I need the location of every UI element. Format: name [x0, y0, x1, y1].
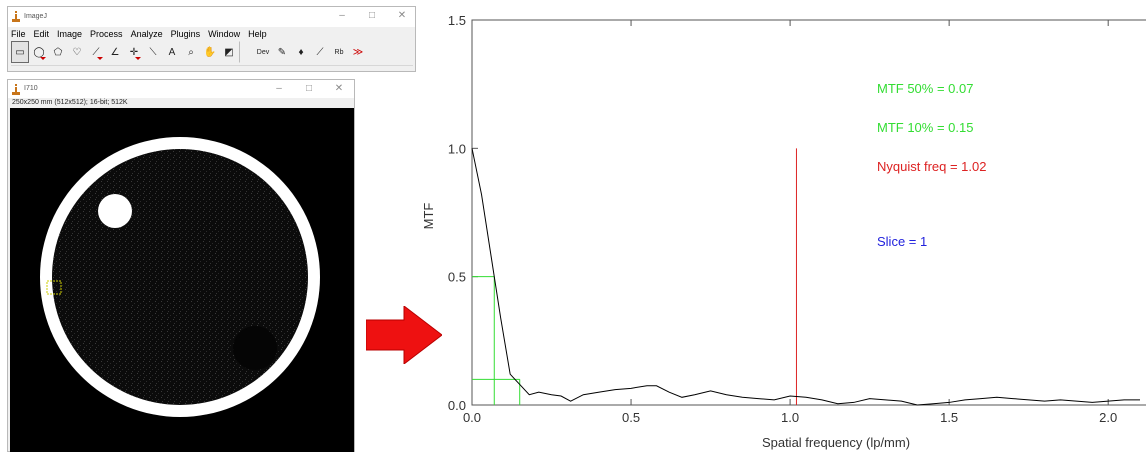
menu-file[interactable]: File	[11, 29, 26, 39]
annotation-mtf10: MTF 10% = 0.15	[877, 120, 973, 135]
arrow-right-icon	[366, 306, 442, 364]
y-tick-label: 1.5	[448, 13, 466, 28]
menu-image[interactable]: Image	[57, 29, 83, 39]
phantom-insert-bright	[98, 194, 132, 228]
dropdown-indicator-icon	[97, 57, 103, 60]
menu-process[interactable]: Process	[90, 29, 123, 39]
menu-help[interactable]: Help	[248, 29, 267, 39]
dropdown-indicator-icon	[40, 57, 46, 60]
imagej-logo-icon	[12, 84, 20, 95]
menu-analyze[interactable]: Analyze	[130, 29, 163, 39]
minimize-button[interactable]: –	[339, 10, 345, 21]
imagej-titlebar: ImageJ – □ ✕	[8, 7, 415, 27]
x-tick-label: 0.5	[622, 410, 640, 425]
menu-plugins[interactable]: Plugins	[170, 29, 201, 39]
oval-select-icon[interactable]: ◯	[30, 41, 48, 63]
maximize-button[interactable]: □	[368, 10, 376, 21]
plot-area	[471, 19, 1146, 406]
angle-tool-icon[interactable]: ∠	[110, 46, 120, 58]
freehand-select-icon[interactable]: ♡	[72, 46, 82, 58]
chart-xlabel: Spatial frequency (lp/mm)	[762, 435, 910, 450]
point-tool-icon[interactable]: ✛	[125, 41, 143, 63]
annotation-nyquist: Nyquist freq = 1.02	[877, 159, 986, 174]
menubar: File Edit Image Process Analyze Plugins …	[8, 28, 415, 40]
dropdown-indicator-icon	[135, 57, 141, 60]
image-window-title: I710	[24, 85, 38, 92]
phantom-insert-dark	[233, 326, 277, 370]
phantom-interior	[52, 149, 308, 405]
image-canvas[interactable]	[10, 108, 354, 452]
imagej-title: ImageJ	[24, 13, 47, 20]
lut-menu-icon[interactable]: Rb	[334, 48, 344, 56]
hand-scroll-icon[interactable]: ✋	[203, 46, 217, 58]
x-tick-label: 1.5	[940, 410, 958, 425]
x-tick-label: 0.0	[463, 410, 481, 425]
minimize-button[interactable]: –	[276, 83, 282, 94]
roi-box[interactable]	[46, 280, 62, 295]
toolbar-separator	[239, 41, 253, 63]
menu-window[interactable]: Window	[208, 29, 241, 39]
annotation-mtf50: MTF 50% = 0.07	[877, 81, 973, 96]
status-bar	[11, 65, 413, 71]
y-tick-label: 1.0	[448, 141, 466, 156]
wand-tool-icon[interactable]: ⟍	[149, 46, 157, 58]
image-window-titlebar: I710 – □ ✕	[8, 80, 354, 98]
more-tools-icon[interactable]: ≫	[352, 46, 364, 58]
chart-ylabel: MTF	[421, 203, 436, 230]
image-window: I710 – □ ✕ 250x250 mm (512x512); 16-bit;…	[7, 79, 355, 452]
toolbar: ▭ ◯ ⬠ ♡ ⟋ ∠ ✛ ⟍ A ⌕ ✋ ◩ Dev ✎ ♦ ⟋ Rb ≫	[11, 41, 367, 65]
imagej-logo-icon	[12, 11, 20, 22]
x-tick-label: 1.0	[781, 410, 799, 425]
close-button[interactable]: ✕	[397, 10, 407, 21]
text-tool-icon[interactable]: A	[168, 46, 176, 58]
rectangle-select-icon[interactable]: ▭	[11, 41, 29, 63]
image-info: 250x250 mm (512x512); 16-bit; 512K	[12, 99, 128, 106]
line-tool-icon[interactable]: ⟋	[87, 41, 105, 63]
y-tick-label: 0.0	[448, 398, 466, 413]
x-tick-label: 2.0	[1099, 410, 1117, 425]
y-tick-label: 0.5	[448, 270, 466, 285]
flood-fill-icon[interactable]: ♦	[298, 46, 304, 58]
pencil-icon[interactable]: ⟋	[316, 46, 324, 58]
mtf-curve	[471, 148, 1140, 406]
developer-menu-icon[interactable]: Dev	[256, 48, 270, 56]
maximize-button[interactable]: □	[305, 83, 313, 94]
polygon-select-icon[interactable]: ⬠	[53, 46, 63, 58]
annotation-slice: Slice = 1	[877, 234, 927, 249]
imagej-main-window: ImageJ – □ ✕ File Edit Image Process Ana…	[7, 6, 416, 72]
brush-icon[interactable]: ✎	[277, 46, 287, 58]
mtf-chart: 0.0 0.5 1.0 1.5 2.0 0.0 0.5 1.0 1.5 Spatial freq…	[421, 13, 1146, 450]
ct-phantom-image	[40, 137, 320, 417]
menu-edit[interactable]: Edit	[33, 29, 50, 39]
magnifier-icon[interactable]: ⌕	[188, 46, 194, 58]
color-picker-icon[interactable]: ◩	[224, 46, 234, 58]
close-button[interactable]: ✕	[334, 83, 344, 94]
